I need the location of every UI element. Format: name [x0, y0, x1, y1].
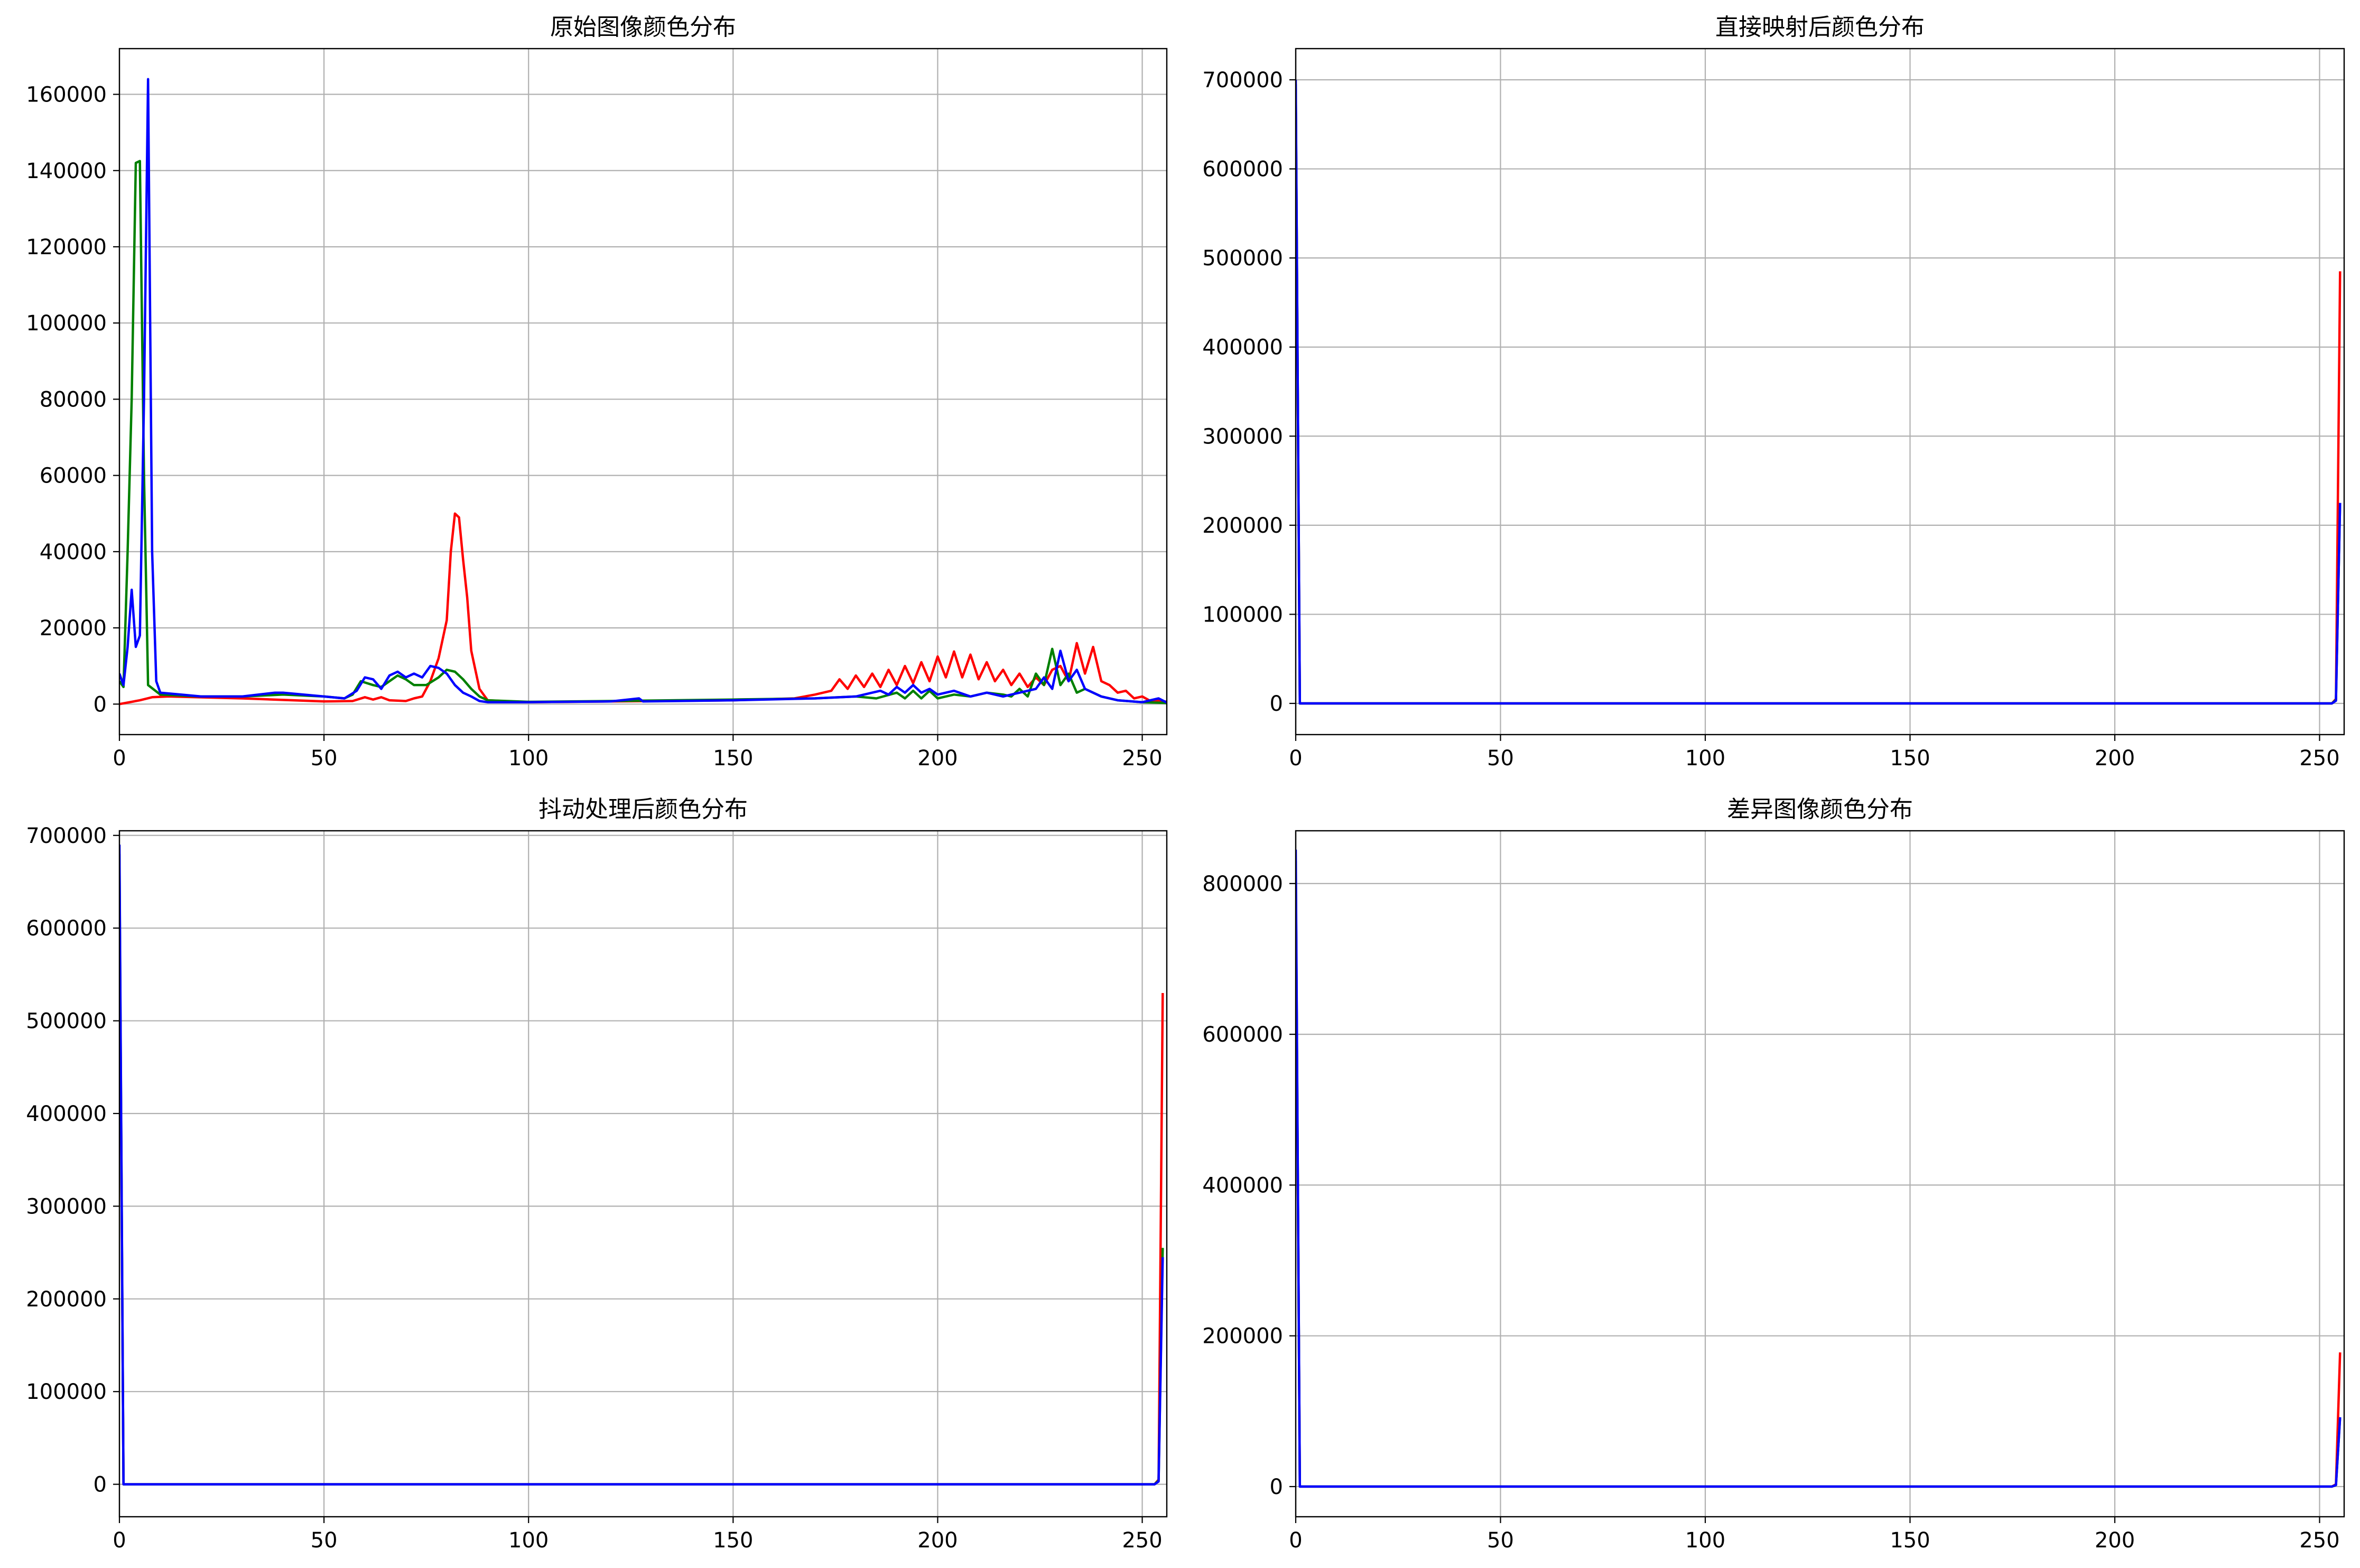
series-line-blue	[119, 845, 1164, 1486]
subplot-title: 直接映射后颜色分布	[1715, 14, 1925, 41]
y-tick-label: 400000	[26, 1102, 107, 1126]
x-tick-label: 0	[1289, 746, 1302, 771]
subplot-title: 抖动处理后颜色分布	[538, 796, 748, 823]
subplot-dithered: 0 50 100 150 200 250 0 100000 200000 300000 400000…	[26, 796, 1168, 1553]
x-tick-label: 50	[1487, 746, 1514, 771]
y-tick-label: 800000	[1202, 872, 1283, 896]
x-tick-label: 150	[713, 1528, 753, 1553]
series-line-blue	[1296, 849, 2342, 1488]
x-tick-label: 0	[113, 1528, 126, 1553]
x-tick-label: 150	[1890, 1528, 1930, 1553]
x-tick-label: 200	[917, 746, 958, 771]
x-tick-label: 100	[1685, 746, 1725, 771]
y-tick-label: 120000	[26, 235, 107, 259]
subplot-title: 差异图像颜色分布	[1727, 796, 1913, 823]
y-tick-label: 400000	[1202, 336, 1283, 360]
x-tick-label: 50	[311, 1528, 338, 1553]
y-tick-label: 200000	[1202, 1324, 1283, 1349]
y-tick-label: 600000	[1202, 157, 1283, 182]
subplots-grid: 0 50 100 150 200 2500200004000060000800001000…	[26, 14, 2345, 1553]
axes-frame	[118, 48, 1168, 736]
y-tick-label: 700000	[1202, 68, 1283, 92]
axes-frame	[1295, 830, 2345, 1518]
x-tick-label: 250	[1122, 1528, 1162, 1553]
x-tick-label: 100	[508, 1528, 549, 1553]
subplot-direct-mapped: 0 50 100 150 200 250 0 100000 200000 300000 400000…	[1202, 14, 2345, 771]
x-tick-label: 250	[1122, 746, 1162, 771]
y-tick-label: 700000	[26, 824, 107, 848]
subplot-title: 原始图像颜色分布	[550, 14, 736, 41]
y-tick-label: 40000	[40, 540, 107, 564]
subplot-original: 0 50 100 150 200 250 0 20000 40000 60000 80000 1000…	[26, 14, 1168, 771]
y-tick-label: 500000	[26, 1009, 107, 1034]
y-tick-label: 200000	[1202, 514, 1283, 538]
y-tick-label: 140000	[26, 159, 107, 183]
y-tick-label: 20000	[40, 616, 107, 641]
y-tick-label: 500000	[1202, 246, 1283, 271]
y-tick-label: 100000	[1202, 602, 1283, 627]
x-tick-label: 100	[508, 746, 549, 771]
series-line-blue	[119, 78, 1167, 704]
x-tick-label: 200	[2095, 746, 2135, 771]
x-tick-label: 150	[713, 746, 753, 771]
series-line-blue	[1296, 79, 2342, 705]
x-tick-label: 100	[1685, 1528, 1725, 1553]
y-tick-label: 80000	[40, 387, 107, 412]
y-tick-label: 300000	[1202, 424, 1283, 449]
x-tick-label: 250	[2299, 746, 2339, 771]
y-tick-label: 0	[1270, 692, 1283, 716]
y-tick-label: 100000	[26, 311, 107, 336]
y-tick-label: 0	[94, 1473, 107, 1497]
axes-frame	[1295, 48, 2345, 736]
y-tick-label: 60000	[40, 464, 107, 488]
x-tick-label: 50	[1487, 1528, 1514, 1553]
y-tick-label: 600000	[1202, 1023, 1283, 1047]
x-tick-label: 0	[1289, 1528, 1302, 1553]
y-tick-label: 200000	[26, 1287, 107, 1312]
x-tick-label: 250	[2299, 1528, 2339, 1553]
y-tick-label: 600000	[26, 916, 107, 941]
x-tick-label: 200	[917, 1528, 958, 1553]
y-tick-label: 100000	[26, 1380, 107, 1404]
x-tick-label: 150	[1890, 746, 1930, 771]
y-tick-label: 160000	[26, 83, 107, 107]
x-tick-label: 200	[2095, 1528, 2135, 1553]
x-tick-label: 50	[311, 746, 338, 771]
x-tick-label: 0	[113, 746, 126, 771]
axes-frame	[118, 830, 1168, 1518]
y-tick-label: 400000	[1202, 1173, 1283, 1198]
y-tick-label: 300000	[26, 1194, 107, 1219]
subplot-difference: 0 50 100 150 200 250 0 200000 400000 600000 800000…	[1202, 796, 2345, 1553]
y-tick-label: 0	[1270, 1475, 1283, 1499]
y-tick-label: 0	[94, 692, 107, 717]
